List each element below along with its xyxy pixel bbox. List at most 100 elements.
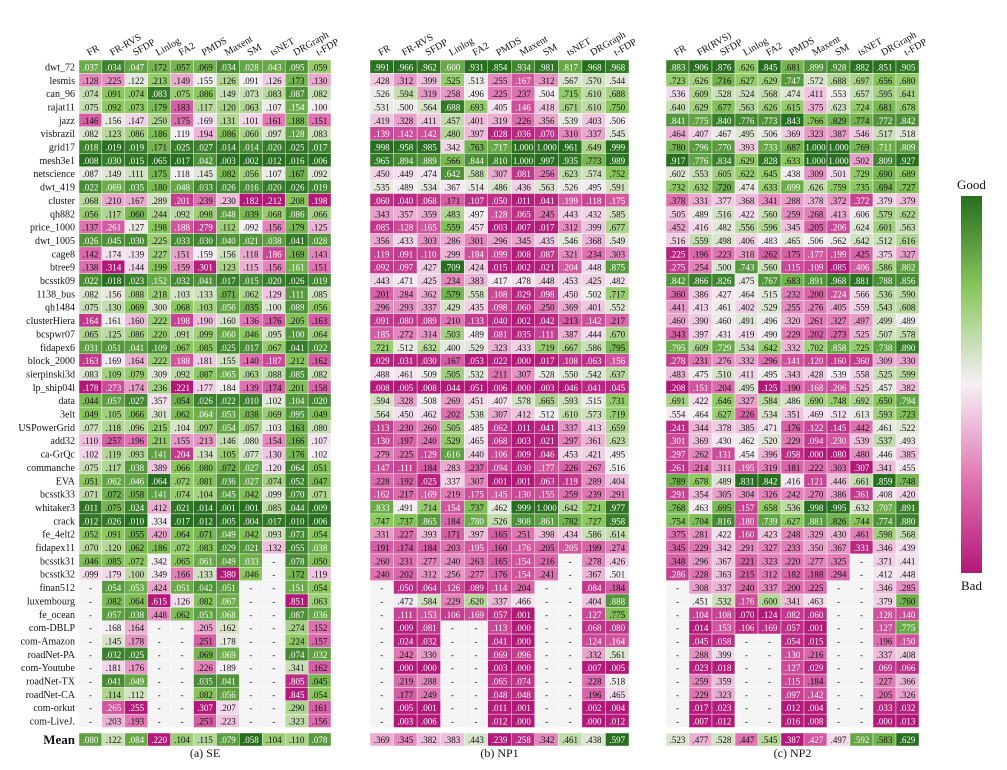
mean-value: .258 xyxy=(515,735,531,745)
cell-value: .312 xyxy=(539,76,555,86)
cell-value: .629 xyxy=(693,102,709,112)
cell-value: .100 xyxy=(289,329,305,339)
cell-value: .307 xyxy=(197,703,213,713)
cell-value: - xyxy=(380,690,383,700)
cell-value: 1.000 xyxy=(536,503,557,513)
cell-value: .928 xyxy=(831,62,847,72)
cell-value: .153 xyxy=(716,623,732,633)
row-label: lp_ship04l xyxy=(33,383,75,394)
cell-value: .179 xyxy=(105,570,121,580)
cell-value: .658 xyxy=(762,503,778,513)
cell-value: .110 xyxy=(83,436,99,446)
cell-value: .623 xyxy=(609,436,625,446)
cell-value: .036 xyxy=(220,476,236,486)
cell-value: .486 xyxy=(785,396,801,406)
cell-value: .041 xyxy=(586,383,602,393)
cell-value: .368 xyxy=(586,236,602,246)
cell-value: .723 xyxy=(900,410,916,420)
cell-value: .697 xyxy=(854,76,870,86)
cell-value: .354 xyxy=(693,490,709,500)
cell-value: .859 xyxy=(877,476,893,486)
row-label: bcsstk33 xyxy=(40,490,75,501)
cell-value: .054 xyxy=(785,636,801,646)
cell-value: .532 xyxy=(468,369,484,379)
cell-value: .215 xyxy=(151,423,167,433)
cell-value: .071 xyxy=(220,289,236,299)
cell-value: .234 xyxy=(586,249,602,259)
cell-value: .008 xyxy=(374,383,390,393)
cell-value: .291 xyxy=(670,490,686,500)
cell-value: .516 xyxy=(670,236,686,246)
cell-value: .554 xyxy=(670,410,686,420)
cell-value: .593 xyxy=(877,410,893,420)
cell-value: .177 xyxy=(808,249,824,259)
cell-value: .328 xyxy=(397,396,413,406)
cell-value: .092 xyxy=(374,263,390,273)
cell-value: .085 xyxy=(197,343,213,353)
cell-value: .301 xyxy=(670,436,686,446)
cell-value: .681 xyxy=(785,62,801,72)
cell-value: .464 xyxy=(693,410,709,420)
cell-value: .927 xyxy=(900,156,916,166)
cell-value: .015 xyxy=(128,156,144,166)
cell-value: .496 xyxy=(468,89,484,99)
cell-value: .086 xyxy=(128,129,144,139)
cell-value: .027 xyxy=(243,476,259,486)
cell-value: .160 xyxy=(739,530,755,540)
cell-value: .046 xyxy=(128,476,144,486)
cell-value: .102 xyxy=(312,450,328,460)
cell-value: .462 xyxy=(421,410,437,420)
cell-value: - xyxy=(181,650,184,660)
cell-value: .175 xyxy=(785,249,801,259)
cell-value: .774 xyxy=(854,116,870,126)
cell-value: .516 xyxy=(609,463,625,473)
cell-value: .026 xyxy=(289,183,305,193)
mean-value: .122 xyxy=(105,735,121,745)
cell-value: .199 xyxy=(151,263,167,273)
cell-value: .073 xyxy=(243,89,259,99)
cell-value: .044 xyxy=(289,503,305,513)
cell-value: .411 xyxy=(739,369,754,379)
cell-value: .120 xyxy=(220,102,236,112)
cell-value: .032 xyxy=(421,636,437,646)
cell-value: .239 xyxy=(197,196,213,206)
cell-value: .397 xyxy=(468,129,484,139)
cell-value: .067 xyxy=(266,343,282,353)
cell-value: .108 xyxy=(562,356,578,366)
cell-value: .277 xyxy=(421,556,437,566)
cell-value: .309 xyxy=(808,169,824,179)
cell-value: .196 xyxy=(877,636,893,646)
cell-value: .875 xyxy=(609,263,625,273)
cell-value: .023 xyxy=(693,663,709,673)
cell-value: .087 xyxy=(539,249,555,259)
cell-value: .094 xyxy=(808,436,824,446)
cell-value: .042 xyxy=(243,530,259,540)
cell-value: - xyxy=(745,677,748,687)
cell-value: .164 xyxy=(609,636,625,646)
cell-value: .165 xyxy=(492,530,508,540)
cell-value: .130 xyxy=(105,303,121,313)
cell-value: .367 xyxy=(586,570,602,580)
cell-value: .367 xyxy=(831,543,847,553)
cell-value: .070 xyxy=(83,543,99,553)
cell-value: .288 xyxy=(421,677,437,687)
cell-value: - xyxy=(158,717,161,727)
cell-value: - xyxy=(380,623,383,633)
cell-value: .337 xyxy=(445,476,461,486)
cell-value: .206 xyxy=(831,383,847,393)
cell-value: .091 xyxy=(243,76,259,86)
cell-value: .412 xyxy=(877,570,893,580)
cell-value: .182 xyxy=(785,570,801,580)
cell-value: .025 xyxy=(289,143,305,153)
cell-value: .082 xyxy=(83,129,99,139)
cell-value: .977 xyxy=(609,503,625,513)
cell-value: .146 xyxy=(220,436,236,446)
cell-value: .590 xyxy=(900,289,916,299)
cell-value: - xyxy=(837,610,840,620)
cell-value: .584 xyxy=(421,596,437,606)
mean-value: .239 xyxy=(492,735,508,745)
cell-value: .629 xyxy=(762,76,778,86)
cell-value: .195 xyxy=(468,543,484,553)
cell-value: .881 xyxy=(808,516,824,526)
cell-value: .100 xyxy=(266,303,282,313)
